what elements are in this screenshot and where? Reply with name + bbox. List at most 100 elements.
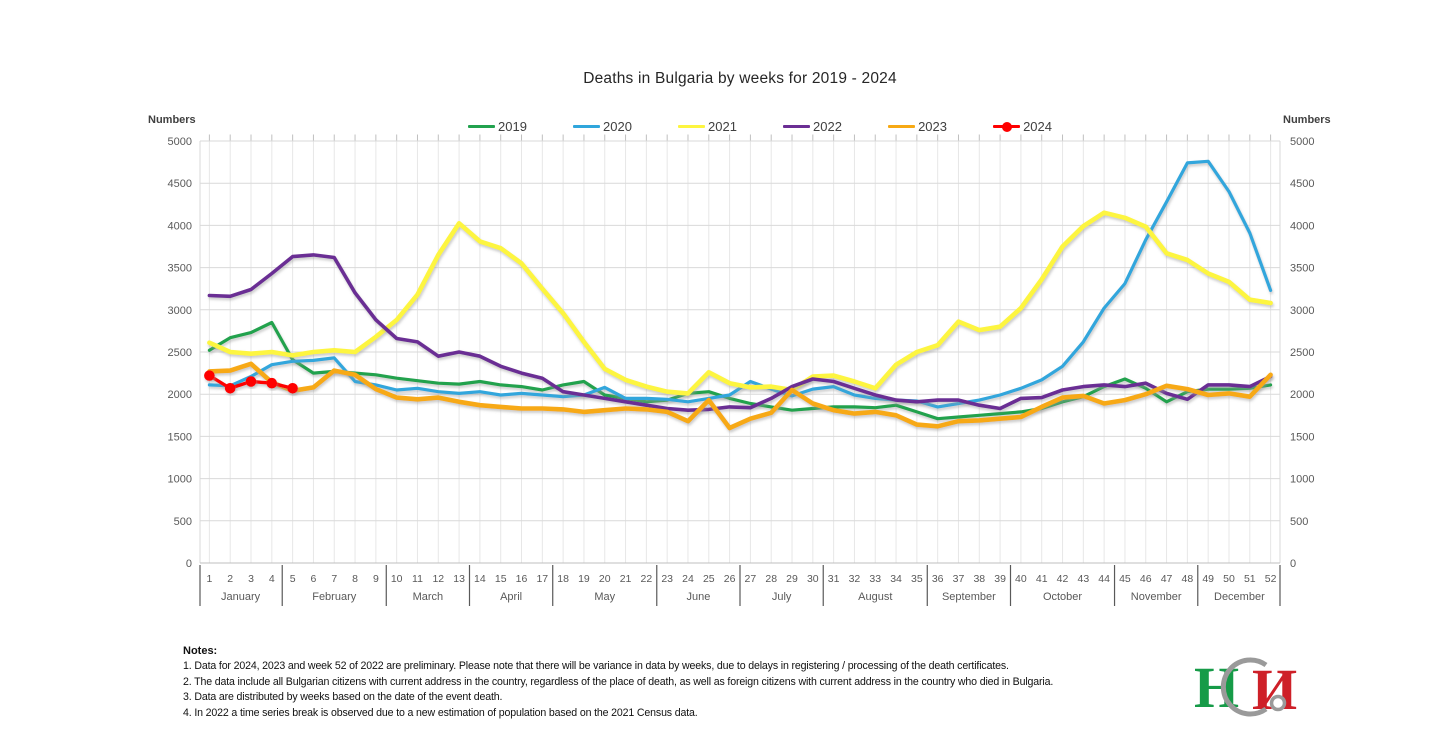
series-line-2023: [207, 361, 1273, 431]
note-line-2: 2. The data include all Bulgarian citize…: [183, 675, 1054, 688]
x-tick-week: 38: [973, 573, 985, 585]
x-tick-week: 22: [641, 573, 653, 585]
x-tick-week: 16: [516, 573, 528, 585]
month-label: October: [1043, 591, 1082, 603]
month-label: August: [858, 591, 892, 603]
month-label: February: [312, 591, 357, 603]
x-tick-week: 34: [890, 573, 902, 585]
x-tick-week: 50: [1223, 573, 1235, 585]
legend-swatch-2020: [573, 124, 601, 129]
y-tick-left: 1000: [168, 474, 192, 486]
y-tick-left: 5000: [168, 136, 192, 148]
y-tick-right: 3000: [1290, 305, 1314, 317]
series-line-2019: [207, 320, 1273, 421]
month-label: July: [772, 591, 792, 603]
y-tick-left: 4000: [168, 220, 192, 232]
x-tick-week: 18: [557, 573, 569, 585]
x-tick-week: 30: [807, 573, 819, 585]
data-series: [204, 159, 1273, 431]
legend-label-2024: 2024: [1023, 119, 1052, 134]
legend-item-2022: 2022: [783, 119, 842, 134]
y-tick-left: 3500: [168, 263, 192, 275]
y-tick-right: 4500: [1290, 178, 1314, 190]
month-label: March: [413, 591, 444, 603]
x-tick-week: 32: [849, 573, 861, 585]
legend-swatch-2021: [678, 124, 706, 129]
y-tick-right: 3500: [1290, 263, 1314, 275]
x-tick-week: 21: [620, 573, 632, 585]
legend-item-2020: 2020: [573, 119, 632, 134]
x-tick-week: 20: [599, 573, 611, 585]
series-line-2020: [207, 159, 1273, 409]
y-tick-right: 2500: [1290, 347, 1314, 359]
series-marker-2024: [204, 370, 215, 381]
y-tick-right: 2000: [1290, 389, 1314, 401]
x-tick-week: 24: [682, 573, 694, 585]
y-tick-left: 2500: [168, 347, 192, 359]
month-label: November: [1131, 591, 1182, 603]
x-tick-week: 33: [869, 573, 881, 585]
y-tick-left: 3000: [168, 305, 192, 317]
legend-label-2020: 2020: [603, 119, 632, 134]
legend-swatch-2024: [993, 121, 1021, 132]
x-tick-week: 5: [290, 573, 296, 585]
legend-swatch-2022: [783, 124, 811, 129]
x-tick-week: 47: [1161, 573, 1173, 585]
x-tick-week: 17: [536, 573, 548, 585]
x-tick-week: 19: [578, 573, 590, 585]
legend-swatch-2019: [468, 124, 495, 129]
legend-label-2019: 2019: [498, 119, 527, 134]
series-marker-2024: [266, 377, 278, 389]
x-tick-week: 27: [745, 573, 757, 585]
y-axis-title-right: Numbers: [1283, 114, 1331, 126]
x-tick-week: 15: [495, 573, 507, 585]
y-tick-left: 4500: [168, 178, 192, 190]
x-tick-week: 45: [1119, 573, 1131, 585]
logo-ring-c: [1220, 657, 1268, 717]
x-tick-week: 39: [994, 573, 1006, 585]
x-tick-week: 9: [373, 573, 379, 585]
x-tick-week: 14: [474, 573, 486, 585]
x-tick-week: 10: [391, 573, 403, 585]
x-tick-week: 6: [311, 573, 317, 585]
legend-item-2024: 2024: [993, 119, 1052, 134]
legend-label-2022: 2022: [813, 119, 842, 134]
x-tick-week: 48: [1182, 573, 1194, 585]
note-line-1: 1. Data for 2024, 2023 and week 52 of 20…: [183, 660, 1009, 672]
x-tick-week: 52: [1265, 573, 1277, 585]
x-tick-week: 4: [269, 573, 275, 585]
notes-title: Notes:: [183, 645, 218, 657]
y-tick-right: 1000: [1290, 474, 1314, 486]
series-marker-2024: [245, 376, 257, 387]
x-tick-week: 51: [1244, 573, 1256, 585]
x-tick-week: 31: [828, 573, 840, 585]
series-marker-2024: [287, 382, 298, 394]
y-tick-right: 5000: [1290, 136, 1314, 148]
legend-item-2021: 2021: [678, 119, 737, 134]
month-label: January: [221, 591, 261, 603]
x-tick-week: 12: [432, 573, 444, 585]
x-tick-week: 13: [453, 573, 465, 585]
notes-block: Notes: 1. Data for 2024, 2023 and week 5…: [183, 645, 1163, 721]
x-tick-week: 23: [661, 573, 673, 585]
legend-swatch-2023: [888, 124, 916, 129]
legend: 2019 2020 2021 2022 2023 2024: [468, 119, 1052, 134]
month-label: December: [1214, 591, 1265, 603]
month-label: September: [942, 591, 996, 603]
x-tick-week: 25: [703, 573, 715, 585]
nsi-logo: Н И: [1186, 645, 1306, 725]
y-tick-left: 500: [174, 516, 192, 528]
note-line-3: 3. Data are distributed by weeks based o…: [183, 691, 503, 704]
legend-marker-2024: [1002, 121, 1013, 132]
y-tick-right: 500: [1290, 516, 1308, 528]
y-tick-right: 1500: [1290, 431, 1314, 443]
x-tick-week: 28: [765, 573, 777, 585]
series-line-2022: [207, 253, 1273, 413]
month-label: May: [594, 591, 615, 603]
month-label: June: [686, 591, 710, 603]
x-tick-week: 42: [1057, 573, 1069, 585]
x-tick-week: 37: [953, 573, 965, 585]
